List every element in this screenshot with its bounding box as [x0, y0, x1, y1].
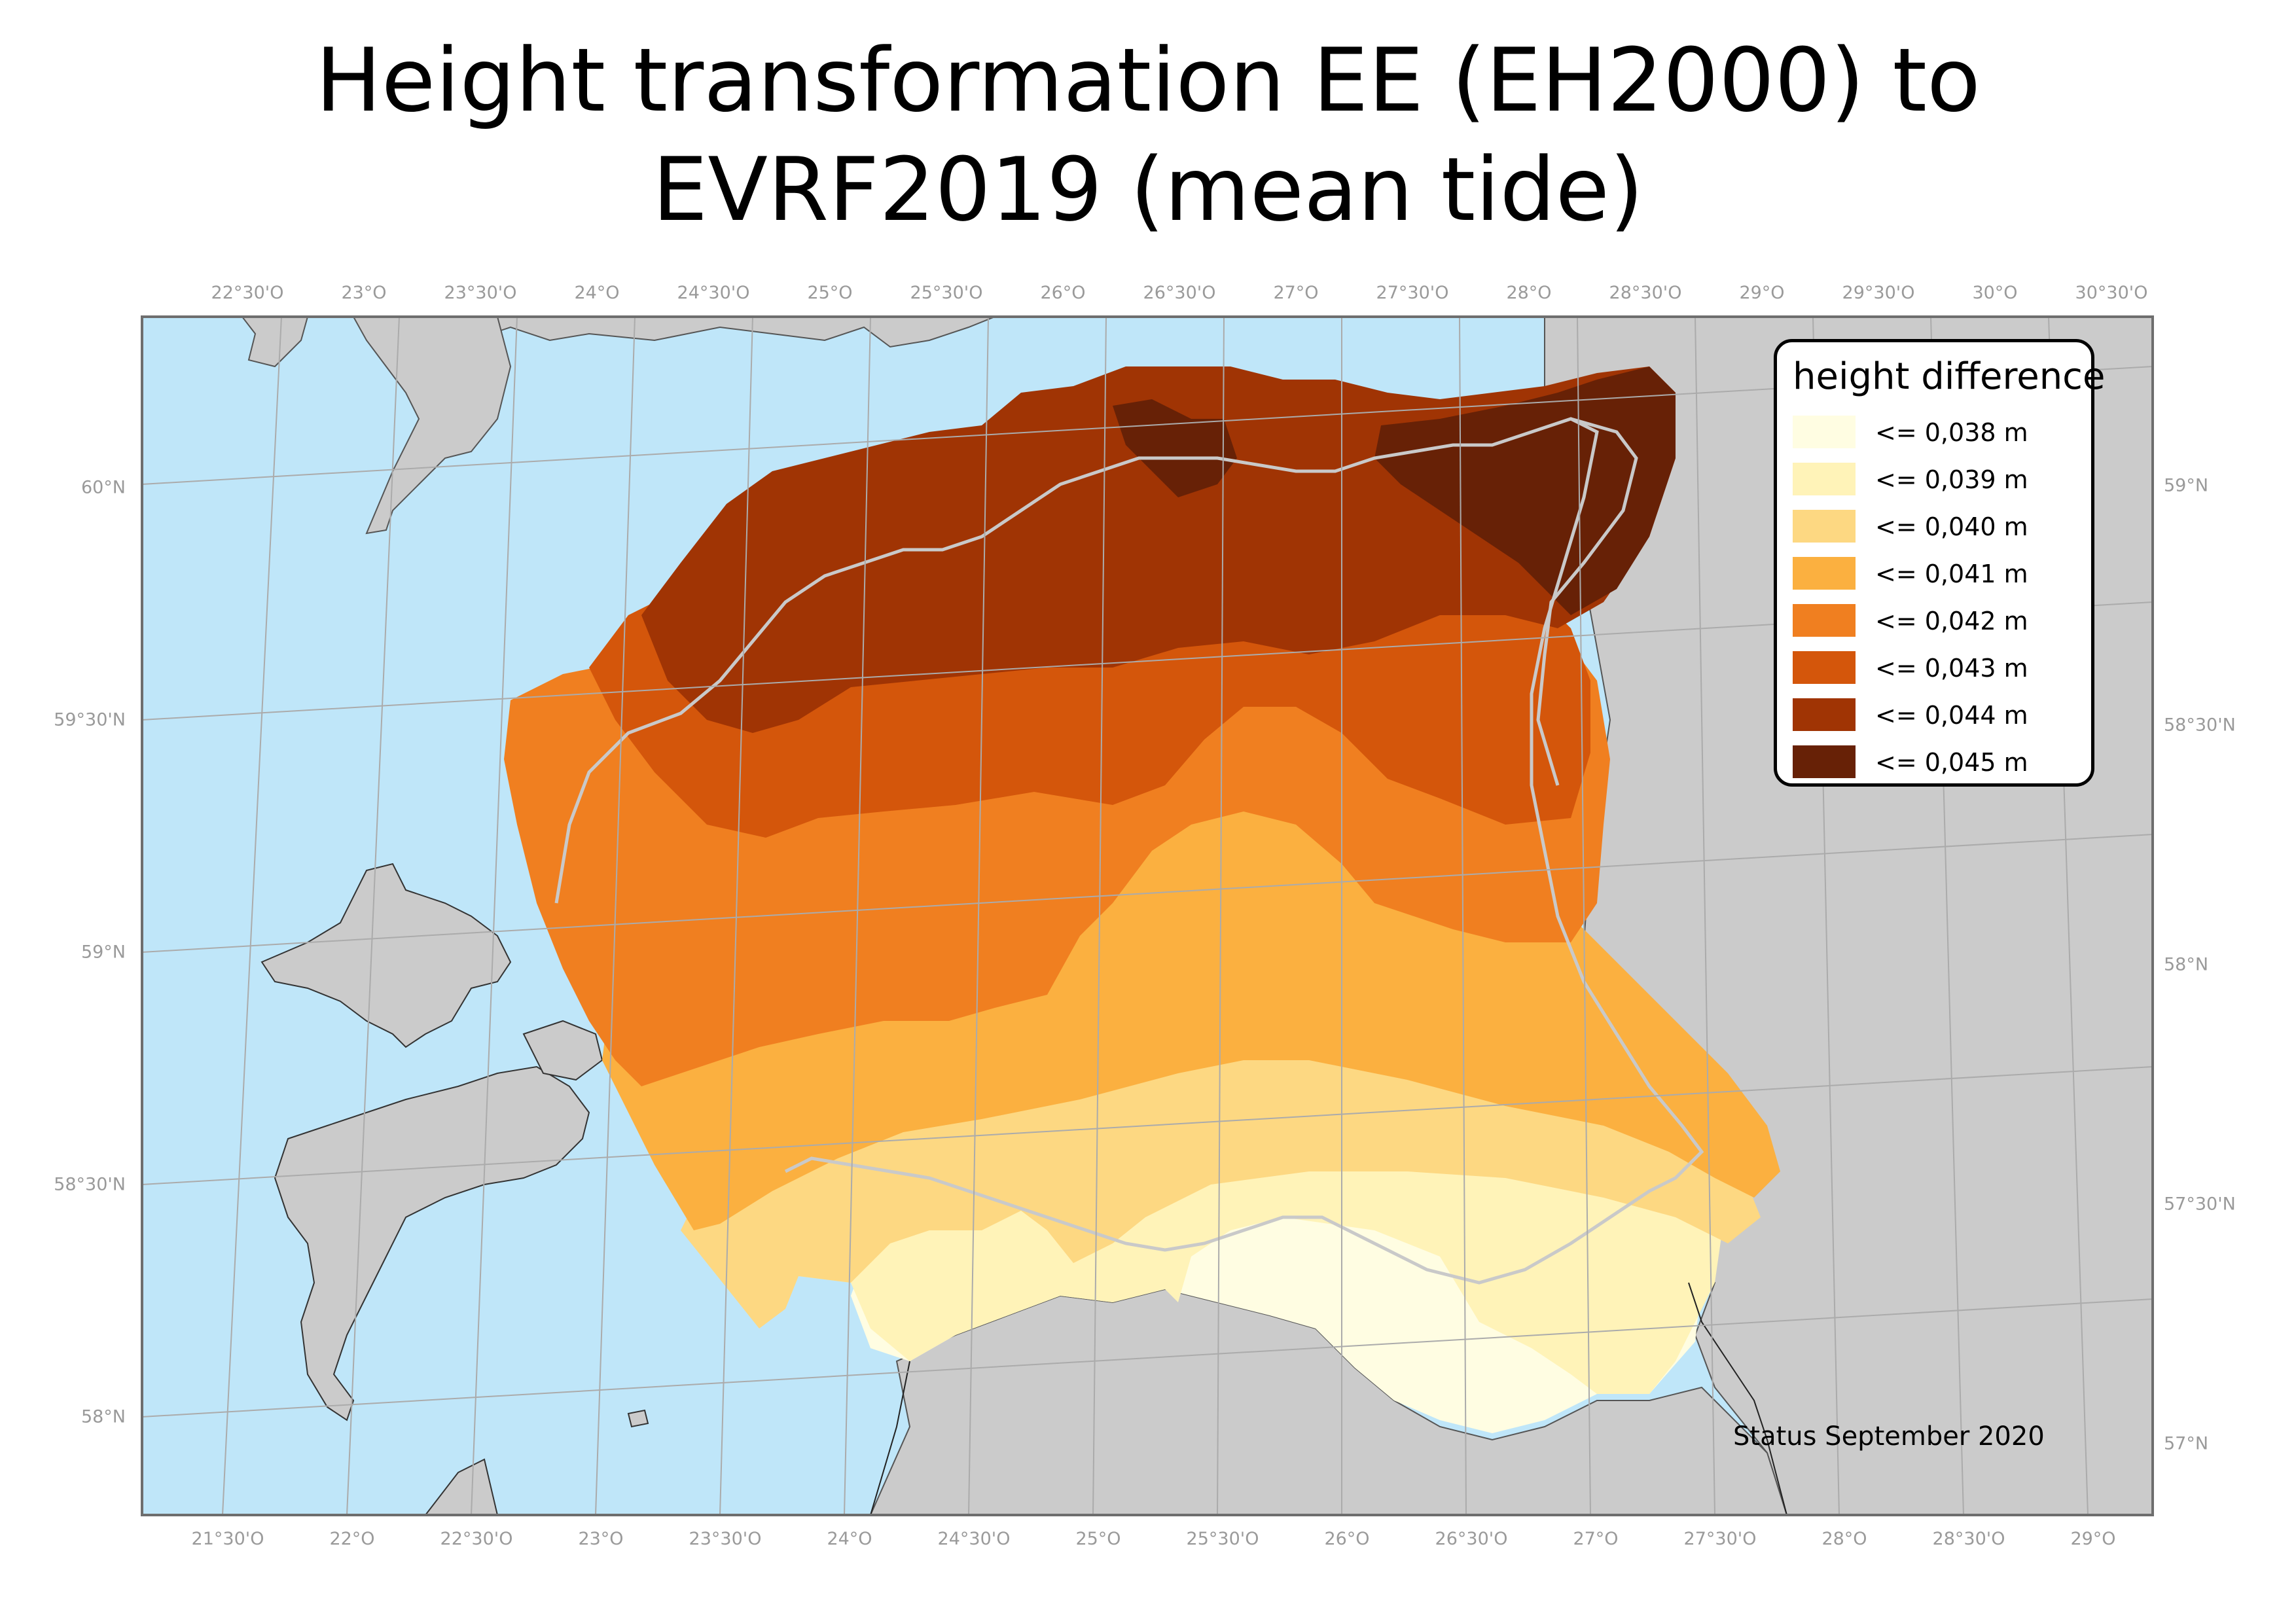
tick-bottom: 23°O — [578, 1529, 624, 1549]
tick-left: 60°N — [81, 477, 126, 498]
tick-bottom: 25°30'O — [1186, 1529, 1259, 1549]
legend-swatch — [1793, 463, 1856, 495]
tick-top: 23°30'O — [444, 283, 517, 303]
land-latvia-west — [424, 1458, 499, 1515]
legend-swatch — [1793, 510, 1856, 543]
graticule-lines — [142, 317, 2153, 1515]
tick-top: 30°30'O — [2075, 283, 2148, 303]
tick-bottom: 22°30'O — [440, 1529, 513, 1549]
tick-bottom: 26°30'O — [1435, 1529, 1508, 1549]
land-islet — [627, 1409, 649, 1428]
land-saaremaa — [274, 1065, 590, 1421]
tick-bottom: 21°30'O — [191, 1529, 264, 1549]
tick-top: 25°30'O — [910, 283, 983, 303]
tick-left: 58°N — [81, 1406, 126, 1427]
legend-label: <= 0,045 m — [1875, 748, 2028, 777]
tick-right: 58°30'N — [2164, 715, 2236, 736]
tick-left: 59°30'N — [54, 709, 126, 730]
tick-top: 25°O — [807, 283, 853, 303]
estonia-coastline — [554, 417, 1704, 1285]
legend-label: <= 0,044 m — [1875, 701, 2028, 730]
tick-bottom: 27°O — [1573, 1529, 1619, 1549]
legend-swatch — [1793, 416, 1856, 448]
map-frame — [141, 315, 2154, 1516]
tick-top: 28°30'O — [1609, 283, 1682, 303]
tick-bottom: 26°O — [1324, 1529, 1370, 1549]
tick-left: 59°N — [81, 942, 126, 963]
tick-top: 30°O — [1972, 283, 2018, 303]
tick-bottom: 22°O — [329, 1529, 375, 1549]
border-south — [870, 1361, 910, 1515]
legend-swatch — [1793, 557, 1856, 590]
tick-right: 57°N — [2164, 1433, 2209, 1454]
map-legend: height difference <= 0,038 m <= 0,039 m … — [1774, 339, 2105, 787]
tick-bottom: 29°O — [2070, 1529, 2116, 1549]
land-finland-small — [241, 317, 309, 368]
legend-label: <= 0,038 m — [1875, 418, 2028, 447]
tick-top: 29°30'O — [1842, 283, 1915, 303]
lake-peipus-outline — [1536, 417, 1638, 786]
tick-bottom: 27°30'O — [1683, 1529, 1757, 1549]
status-note: Status September 2020 — [1733, 1421, 2045, 1452]
tick-top: 28°O — [1506, 283, 1552, 303]
legend-label: <= 0,040 m — [1875, 512, 2028, 541]
tick-left: 58°30'N — [54, 1174, 126, 1195]
tick-top: 26°O — [1040, 283, 1086, 303]
tick-top: 24°O — [574, 283, 620, 303]
latvia-border — [1688, 1282, 1787, 1515]
tick-right: 58°N — [2164, 954, 2209, 975]
tick-right: 57°30'N — [2164, 1194, 2236, 1215]
legend-label: <= 0,043 m — [1875, 654, 2028, 683]
map-title-line-2: EVRF2019 (mean tide) — [652, 139, 1644, 241]
legend-label: <= 0,039 m — [1875, 465, 2028, 494]
map-title-line-1: Height transformation EE (EH2000) to — [315, 29, 1981, 132]
tick-right: 59°N — [2164, 475, 2209, 496]
tick-top: 26°30'O — [1143, 283, 1216, 303]
legend-swatch — [1793, 651, 1856, 684]
tick-bottom: 28°30'O — [1932, 1529, 2005, 1549]
tick-bottom: 25°O — [1075, 1529, 1121, 1549]
tick-bottom: 24°30'O — [937, 1529, 1011, 1549]
legend-label: <= 0,041 m — [1875, 560, 2028, 588]
tick-bottom: 28°O — [1821, 1529, 1867, 1549]
legend-label: <= 0,042 m — [1875, 607, 2028, 635]
tick-top: 24°30'O — [677, 283, 750, 303]
legend-swatch — [1793, 745, 1856, 778]
band-0045 — [1113, 366, 1676, 615]
tick-top: 29°O — [1739, 283, 1785, 303]
tick-top: 23°O — [341, 283, 387, 303]
legend-title: height difference — [1793, 355, 2106, 398]
tick-top: 27°30'O — [1376, 283, 1449, 303]
tick-bottom: 24°O — [827, 1529, 872, 1549]
legend-swatch — [1793, 698, 1856, 731]
legend-swatch — [1793, 604, 1856, 637]
tick-top: 27°O — [1273, 283, 1319, 303]
tick-top: 22°30'O — [211, 283, 284, 303]
tick-bottom: 23°30'O — [689, 1529, 762, 1549]
